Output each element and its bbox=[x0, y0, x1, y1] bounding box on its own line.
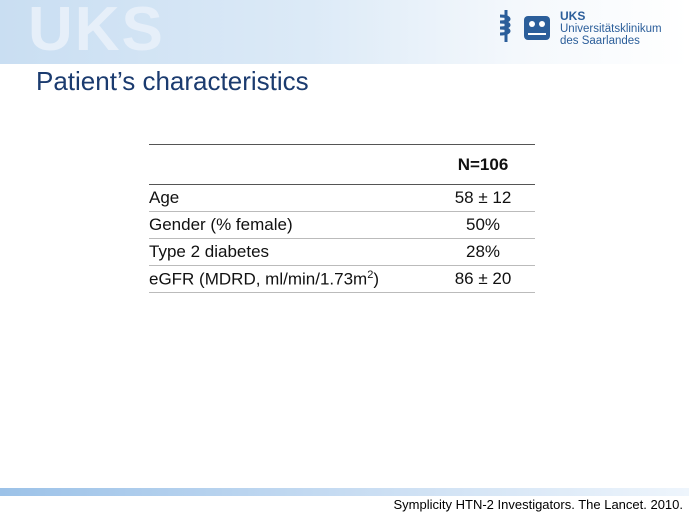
row-value: 50% bbox=[465, 215, 501, 234]
citation: Symplicity HTN-2 Investigators. The Lanc… bbox=[393, 497, 684, 512]
logo-icon bbox=[499, 10, 550, 42]
label-text: Age bbox=[149, 188, 180, 207]
watermark: UKS bbox=[28, 0, 165, 64]
row-label: Age bbox=[149, 188, 179, 208]
header-band bbox=[0, 0, 689, 64]
row-label: eGFR (MDRD, ml/min/1.73m2) bbox=[149, 269, 379, 290]
row-value: 58 ± 12 bbox=[454, 188, 512, 207]
slide-title: Patient’s characteristics bbox=[36, 66, 309, 96]
logo-line: Universitätsklinikum bbox=[560, 23, 662, 35]
label-text: Type 2 diabetes bbox=[149, 242, 270, 261]
label-text: Gender (% female) bbox=[149, 215, 293, 234]
table-row: Type 2 diabetes 28% bbox=[149, 239, 535, 266]
logo-line: des Saarlandes bbox=[560, 35, 640, 47]
column-header: N=106 bbox=[457, 155, 509, 174]
table: N=106 Age 58 ± 12 Gender (% female) 50% Type… bbox=[149, 144, 535, 293]
footer-band bbox=[0, 488, 689, 496]
label-text: eGFR (MDRD, ml/min/1.73m bbox=[149, 269, 368, 289]
row-value: 86 ± 20 bbox=[454, 269, 512, 288]
superscript: 2 bbox=[367, 269, 374, 281]
row-label: Gender (% female) bbox=[149, 215, 293, 235]
row-label: Type 2 diabetes bbox=[149, 242, 269, 262]
table-row: eGFR (MDRD, ml/min/1.73m2) 86 ± 20 bbox=[149, 266, 535, 293]
logo-abbr: UKS bbox=[560, 9, 586, 23]
table-header: N=106 bbox=[149, 144, 535, 185]
table-row: Gender (% female) 50% bbox=[149, 212, 535, 239]
logo-text: UKS Universitätsklinikum des Saarlandes bbox=[560, 10, 662, 47]
row-value: 28% bbox=[465, 242, 501, 261]
label-text: ) bbox=[373, 269, 379, 289]
table-row: Age 58 ± 12 bbox=[149, 185, 535, 212]
